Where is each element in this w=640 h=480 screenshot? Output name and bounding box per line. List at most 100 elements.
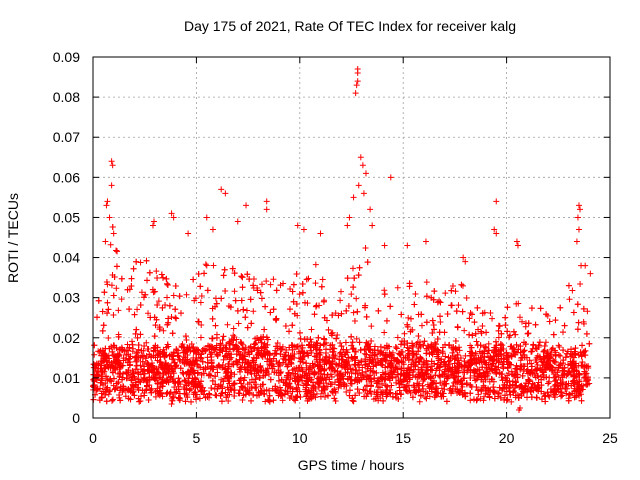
data-point <box>210 364 217 371</box>
data-point <box>313 356 320 363</box>
data-point <box>151 288 158 295</box>
data-point <box>545 355 552 362</box>
data-point <box>520 387 527 394</box>
data-point <box>325 392 332 399</box>
data-point <box>470 396 477 403</box>
data-point <box>301 336 308 343</box>
data-point <box>377 350 384 357</box>
data-point <box>141 370 148 377</box>
data-point <box>368 323 375 330</box>
data-point <box>155 298 162 305</box>
data-point <box>270 276 277 283</box>
data-point <box>244 369 251 376</box>
data-point <box>421 338 428 345</box>
data-point <box>458 281 465 288</box>
data-point <box>126 344 133 351</box>
data-point <box>277 370 284 377</box>
data-point <box>172 282 179 289</box>
data-point <box>552 351 559 358</box>
data-point <box>195 318 202 325</box>
data-point <box>416 373 423 380</box>
data-point <box>164 294 171 301</box>
data-point <box>399 338 406 345</box>
data-point <box>352 362 359 369</box>
data-point <box>383 317 390 324</box>
data-point <box>152 377 159 384</box>
data-point <box>124 286 131 293</box>
data-point <box>423 293 430 300</box>
data-point <box>445 342 452 349</box>
data-point <box>498 330 505 337</box>
data-point <box>534 372 541 379</box>
data-point <box>290 396 297 403</box>
data-point <box>586 340 593 347</box>
data-point <box>479 323 486 330</box>
data-point <box>243 307 250 314</box>
data-point <box>225 365 232 372</box>
data-point <box>220 378 227 385</box>
data-point <box>503 397 510 404</box>
data-point <box>365 375 372 382</box>
data-point <box>203 262 210 269</box>
data-point <box>508 368 515 375</box>
data-point <box>170 292 177 299</box>
data-point <box>102 386 109 393</box>
data-point <box>105 334 112 341</box>
data-point <box>422 394 429 401</box>
data-point <box>434 299 441 306</box>
data-point <box>362 245 369 252</box>
data-point <box>176 397 183 404</box>
data-point <box>332 353 339 360</box>
data-point <box>198 292 205 299</box>
data-point <box>409 394 416 401</box>
data-point <box>368 378 375 385</box>
data-point <box>255 351 262 358</box>
data-point <box>266 398 273 405</box>
data-point <box>519 372 526 379</box>
data-point <box>266 392 273 399</box>
data-point <box>254 287 261 294</box>
data-point <box>152 393 159 400</box>
data-point <box>474 304 481 311</box>
data-point <box>502 392 509 399</box>
data-point <box>240 306 247 313</box>
data-point <box>441 368 448 375</box>
data-point <box>557 361 564 368</box>
data-point <box>137 331 144 338</box>
data-point <box>146 351 153 358</box>
data-point <box>219 337 226 344</box>
data-point <box>455 388 462 395</box>
data-point <box>249 357 256 364</box>
data-point <box>574 301 581 308</box>
data-point <box>329 312 336 319</box>
data-point <box>183 391 190 398</box>
data-point <box>454 379 461 386</box>
data-point <box>264 341 271 348</box>
data-point <box>555 342 562 349</box>
data-point <box>368 390 375 397</box>
data-point <box>164 280 171 287</box>
data-point <box>100 355 107 362</box>
data-point <box>252 384 259 391</box>
data-point <box>572 373 579 380</box>
data-point <box>495 322 502 329</box>
data-point <box>503 356 510 363</box>
data-point <box>198 388 205 395</box>
data-point <box>504 304 511 311</box>
data-point <box>213 300 220 307</box>
data-point <box>108 378 115 385</box>
data-point <box>289 322 296 329</box>
data-point <box>401 330 408 337</box>
data-point <box>183 336 190 343</box>
data-point <box>158 271 165 278</box>
data-point <box>224 374 231 381</box>
data-point <box>498 347 505 354</box>
data-point <box>288 393 295 400</box>
data-point <box>218 295 225 302</box>
data-point <box>103 389 110 396</box>
data-point <box>580 318 587 325</box>
data-point <box>276 384 283 391</box>
data-point <box>438 356 445 363</box>
data-point <box>422 388 429 395</box>
data-point <box>224 384 231 391</box>
